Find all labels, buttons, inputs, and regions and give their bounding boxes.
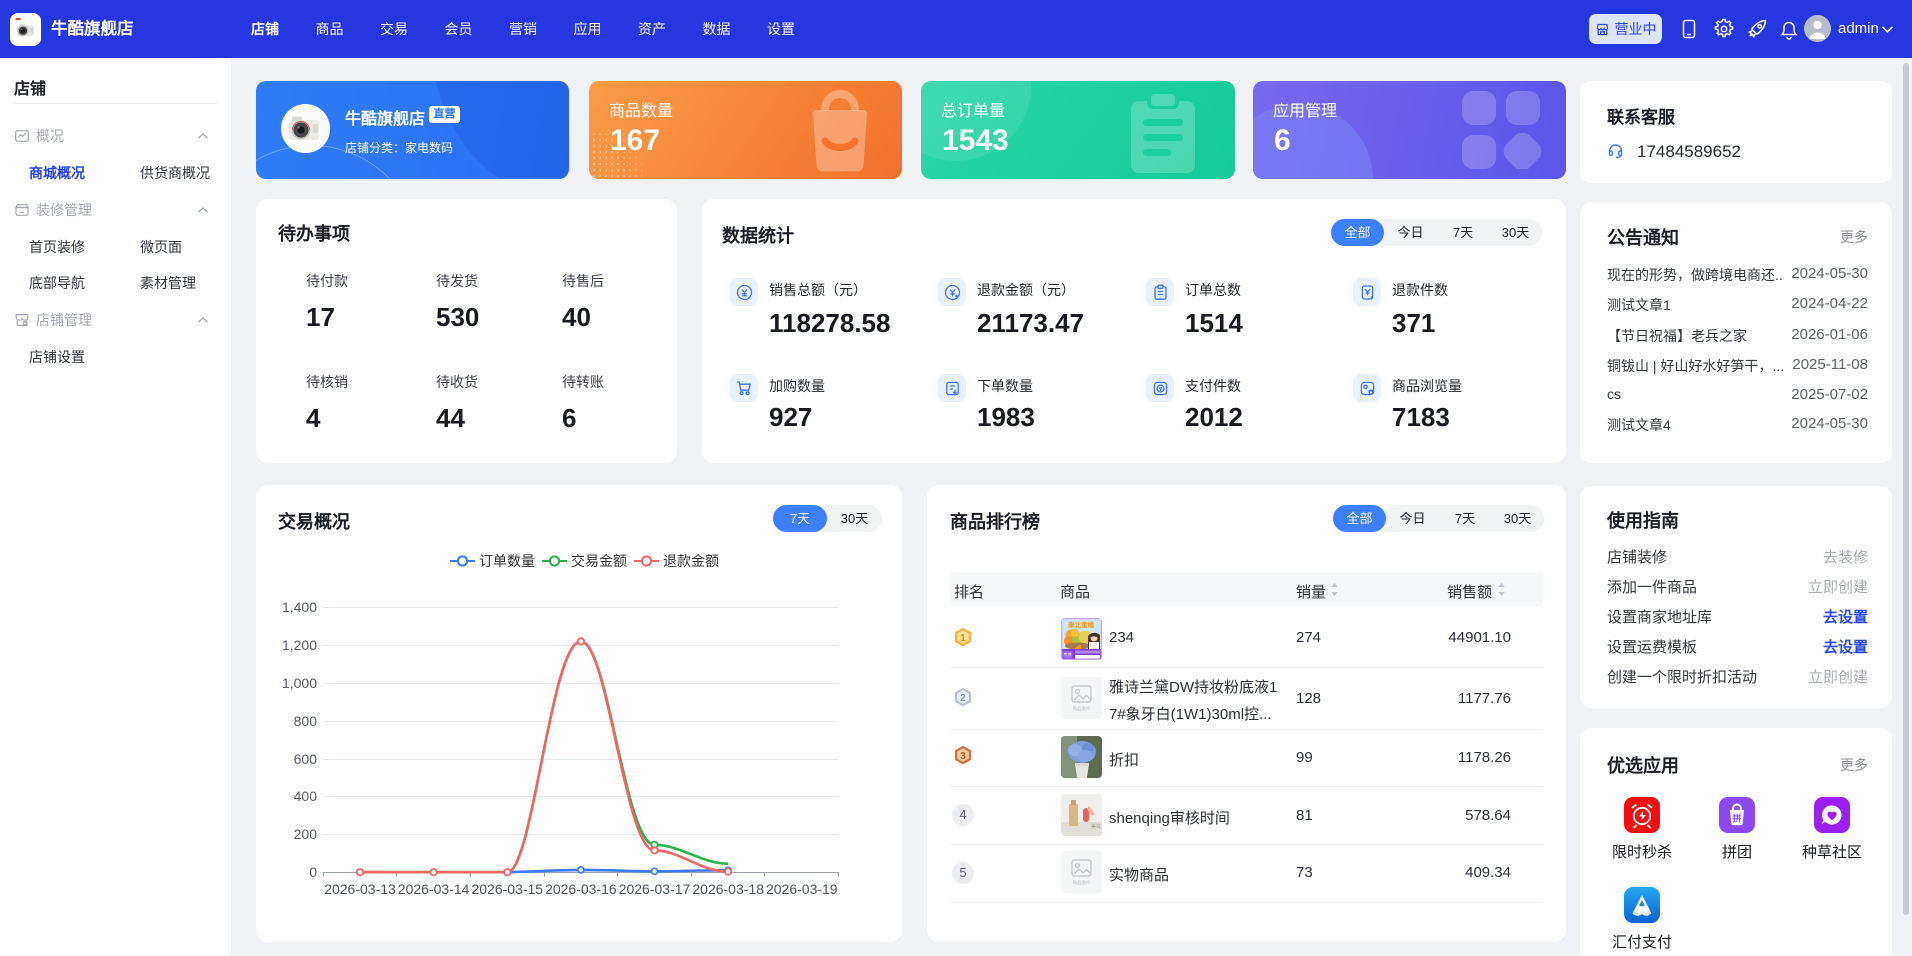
svg-text:交易金额: 交易金额	[571, 553, 627, 569]
svg-text:1,200: 1,200	[282, 637, 317, 653]
svg-text:200: 200	[294, 826, 318, 842]
svg-text:1,000: 1,000	[282, 675, 317, 691]
svg-text:3: 3	[960, 751, 966, 762]
svg-text:拼: 拼	[1732, 813, 1741, 824]
svg-text:2026-03-15: 2026-03-15	[471, 881, 543, 897]
svg-text:2026-03-16: 2026-03-16	[545, 881, 617, 897]
svg-text:400: 400	[294, 788, 318, 804]
svg-text:1,400: 1,400	[282, 599, 317, 615]
svg-text:800: 800	[294, 713, 318, 729]
svg-text:0: 0	[309, 864, 317, 880]
svg-text:600: 600	[294, 751, 318, 767]
svg-text:美妆: 美妆	[1091, 823, 1101, 830]
svg-text:1: 1	[960, 633, 966, 644]
svg-text:2026-03-18: 2026-03-18	[692, 881, 764, 897]
svg-text:商品图片: 商品图片	[1073, 705, 1091, 712]
svg-text:订单数量: 订单数量	[479, 553, 535, 569]
svg-text:2: 2	[960, 693, 966, 704]
svg-text:康北蜜橘: 康北蜜橘	[1068, 620, 1095, 629]
svg-text:专供: 专供	[1064, 651, 1072, 657]
svg-text:2026-03-19: 2026-03-19	[766, 881, 838, 897]
svg-text:商品图片: 商品图片	[1073, 879, 1091, 886]
svg-text:2026-03-14: 2026-03-14	[398, 881, 470, 897]
svg-text:退款金额: 退款金额	[663, 553, 719, 569]
svg-text:2026-03-13: 2026-03-13	[324, 881, 396, 897]
svg-text:2026-03-17: 2026-03-17	[619, 881, 691, 897]
